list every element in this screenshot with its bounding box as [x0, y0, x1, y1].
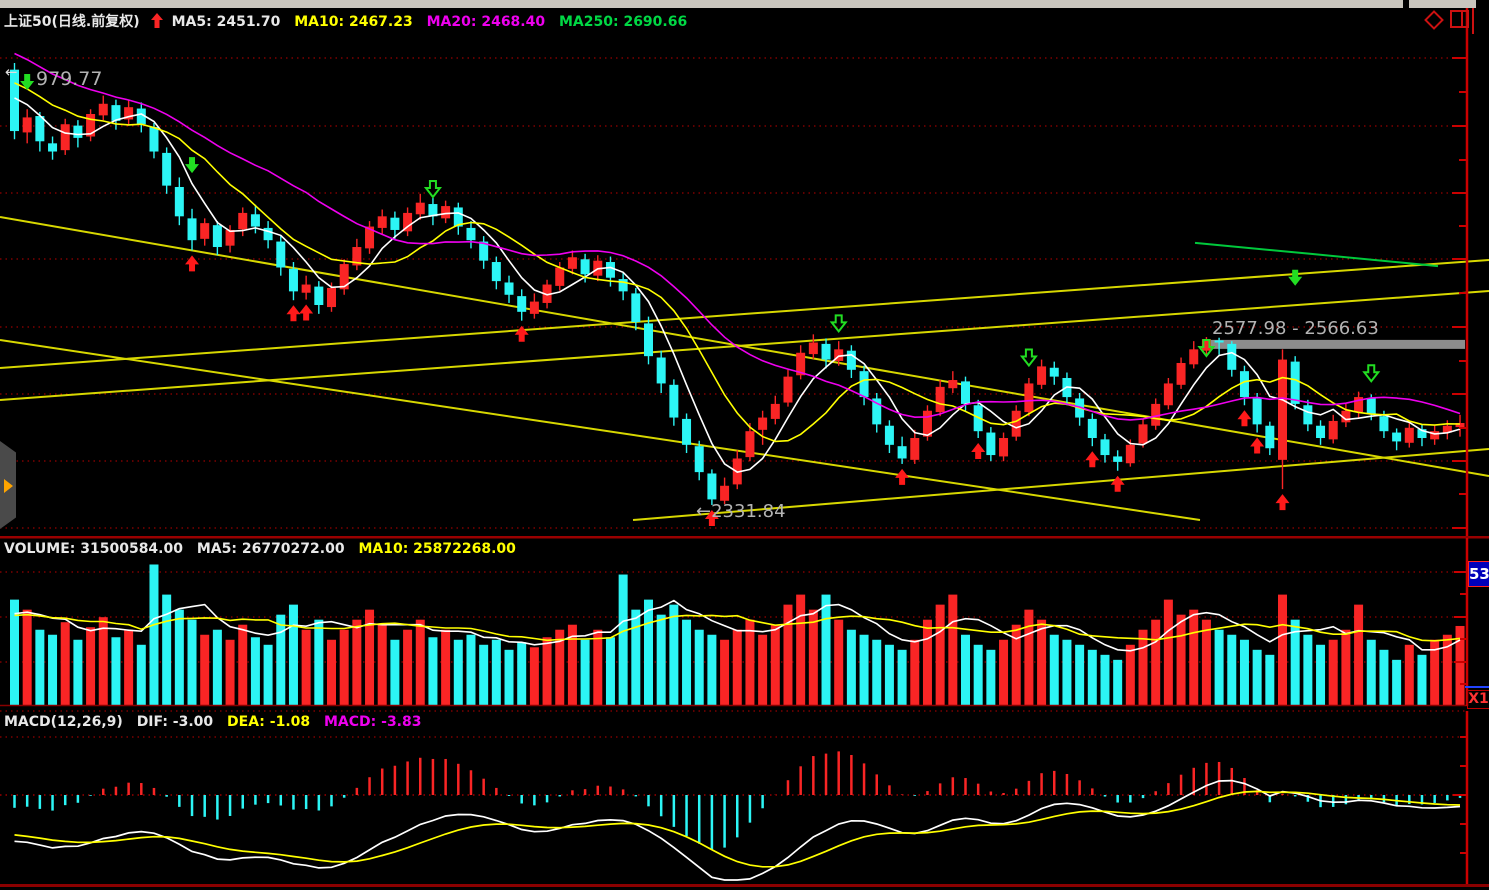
svg-text:979.77: 979.77	[36, 68, 102, 90]
ma20-value: MA20: 2468.40	[426, 14, 546, 30]
window-titlebar[interactable]	[0, 0, 1489, 8]
volume-indicator-header[interactable]: VOLUME: 31500584.00 MA5: 26770272.00 MA1…	[4, 541, 525, 557]
titlebar-notch	[1476, 0, 1489, 8]
split-window-icon[interactable]	[1450, 10, 1469, 28]
dea-value: DEA: -1.08	[227, 714, 311, 730]
ma10-value: MA10: 2467.23	[294, 14, 413, 30]
split-window-icon-bar	[1461, 12, 1463, 26]
svg-text:2577.98 - 2566.63: 2577.98 - 2566.63	[1212, 318, 1379, 339]
svg-text:←: ←	[5, 63, 18, 81]
volume-axis-marker	[1465, 686, 1489, 688]
cursor-line-icon	[1472, 8, 1474, 34]
kline-indicator-header[interactable]: 上证50(日线.前复权) MA5: 2451.70 MA10: 2467.23 M…	[4, 11, 696, 32]
volume-value: VOLUME: 31500584.00	[4, 541, 183, 557]
svg-text:←2331.84: ←2331.84	[696, 501, 786, 522]
up-arrow-icon	[150, 13, 163, 32]
expand-arrow-icon	[4, 479, 13, 493]
titlebar-notch	[1403, 0, 1409, 8]
macd-indicator-header[interactable]: MACD(12,26,9) DIF: -3.00 DEA: -1.08 MACD…	[4, 714, 431, 730]
dif-value: DIF: -3.00	[136, 714, 214, 730]
ma250-value: MA250: 2690.66	[558, 14, 688, 30]
volume-scale-label: X1	[1467, 690, 1489, 709]
ma5-value: MA5: 2451.70	[171, 14, 281, 30]
volume-ma5-value: MA5: 26770272.00	[196, 541, 345, 557]
symbol-title: 上证50(日线.前复权)	[4, 14, 140, 30]
macd-title: MACD(12,26,9)	[4, 714, 123, 730]
volume-axis-label: 53	[1468, 561, 1489, 587]
volume-ma10-value: MA10: 25872268.00	[358, 541, 516, 557]
macd-value: MACD: -3.83	[324, 714, 422, 730]
